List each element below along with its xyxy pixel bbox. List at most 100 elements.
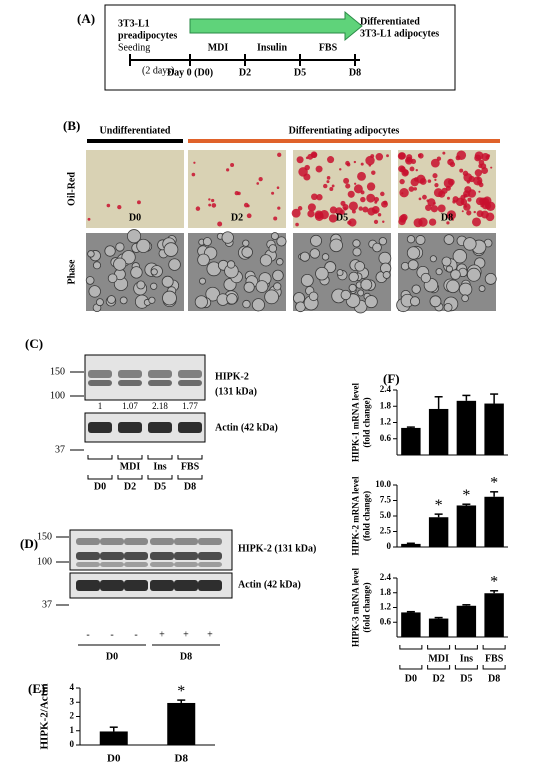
significance: *	[435, 497, 443, 514]
lipid-droplet	[382, 220, 385, 223]
y-tick-label: 0	[70, 739, 75, 749]
bar	[456, 400, 477, 455]
day-label: D8	[441, 212, 453, 223]
mw-marker: 100	[37, 556, 52, 567]
band	[88, 370, 112, 378]
lipid-droplet	[136, 200, 141, 205]
lipid-droplet	[331, 184, 335, 188]
y-tick-label: 1	[70, 725, 75, 735]
band	[118, 380, 142, 386]
lipid-droplet	[415, 168, 418, 172]
band	[198, 552, 222, 560]
treatment-label: FBS	[319, 42, 338, 53]
treatment-label: MDI	[120, 461, 141, 472]
y-tick-label: 0.6	[380, 433, 392, 443]
cell	[276, 258, 284, 266]
y-tick-label: 7.5	[380, 495, 392, 505]
lipid-droplet	[311, 193, 318, 201]
cell	[264, 289, 279, 305]
lipid-droplet	[291, 208, 301, 218]
cell	[243, 281, 255, 293]
lipid-droplet	[446, 210, 457, 220]
band	[178, 380, 202, 386]
lipid-droplet	[367, 207, 376, 216]
y-tick-label: 3	[70, 696, 75, 706]
cell	[364, 295, 378, 309]
cell	[268, 244, 278, 253]
control-label: Actin (42 kDa)	[238, 579, 301, 590]
band	[76, 538, 100, 545]
lipid-droplet	[295, 222, 299, 227]
lipid-droplet	[482, 196, 492, 205]
y-axis-label: (fold change)	[362, 397, 372, 447]
bar	[484, 593, 504, 637]
lipid-droplet	[434, 183, 439, 188]
end-label: 3T3-L1 adipocytes	[360, 28, 439, 39]
lipid-droplet	[276, 186, 280, 189]
micrographs	[85, 150, 497, 314]
cell	[150, 282, 158, 290]
y-tick-label: 10.0	[375, 479, 391, 489]
y-tick-label: 2.5	[380, 526, 392, 536]
lipid-droplet	[353, 184, 363, 194]
day-label: D2	[124, 481, 136, 492]
band	[198, 580, 222, 591]
cell	[87, 250, 95, 258]
lipid-droplet	[343, 177, 350, 184]
lipid-droplet	[478, 182, 484, 188]
bracket	[399, 645, 423, 650]
lipid-droplet	[243, 202, 249, 208]
lipid-droplet	[441, 187, 448, 194]
seeding-label: Seeding	[118, 42, 150, 53]
band	[118, 370, 142, 378]
cell	[466, 267, 481, 282]
timepoint-label: D5	[294, 67, 306, 78]
lipid-droplet	[323, 183, 328, 189]
lipid-droplet	[362, 206, 369, 213]
band	[150, 562, 174, 567]
band-ratio: 1.07	[122, 401, 138, 411]
band	[118, 422, 142, 433]
cell	[168, 258, 181, 271]
lipid-droplet	[459, 168, 464, 173]
bracket	[482, 645, 506, 650]
lipid-droplet	[386, 154, 389, 158]
lipid-droplet	[277, 152, 282, 157]
bar	[401, 543, 421, 547]
band	[100, 580, 124, 591]
treatment-label: Ins	[153, 461, 166, 472]
lipid-droplet	[399, 188, 409, 198]
band	[198, 538, 222, 545]
cell	[113, 257, 127, 271]
lipid-droplet	[226, 168, 230, 172]
band-ratio: 1	[98, 401, 103, 411]
cell	[272, 269, 284, 282]
significance: *	[490, 474, 498, 491]
cell	[163, 242, 179, 257]
cell	[352, 247, 362, 257]
day-label: D8	[184, 481, 196, 492]
band	[124, 580, 148, 591]
group-bar	[87, 139, 183, 143]
lipid-droplet	[434, 178, 437, 182]
lipid-droplet	[360, 196, 366, 203]
lipid-droplet	[463, 193, 468, 198]
treatment-label: FBS	[485, 653, 504, 664]
y-tick-label: 4	[70, 682, 75, 692]
lipid-droplet	[373, 219, 379, 224]
lipid-droplet	[237, 191, 241, 196]
cell	[329, 238, 343, 253]
bar	[428, 408, 449, 455]
cell	[420, 272, 431, 284]
lipid-droplet	[326, 176, 331, 180]
lipid-droplet	[366, 193, 376, 203]
lipid-droplet	[478, 159, 485, 166]
cell	[458, 282, 473, 296]
treatment-label: MDI	[208, 42, 229, 53]
band	[174, 562, 198, 567]
cell	[378, 237, 387, 246]
band-ratio: 2.18	[152, 401, 168, 411]
cell	[162, 290, 177, 306]
oil-red-image	[86, 150, 184, 228]
